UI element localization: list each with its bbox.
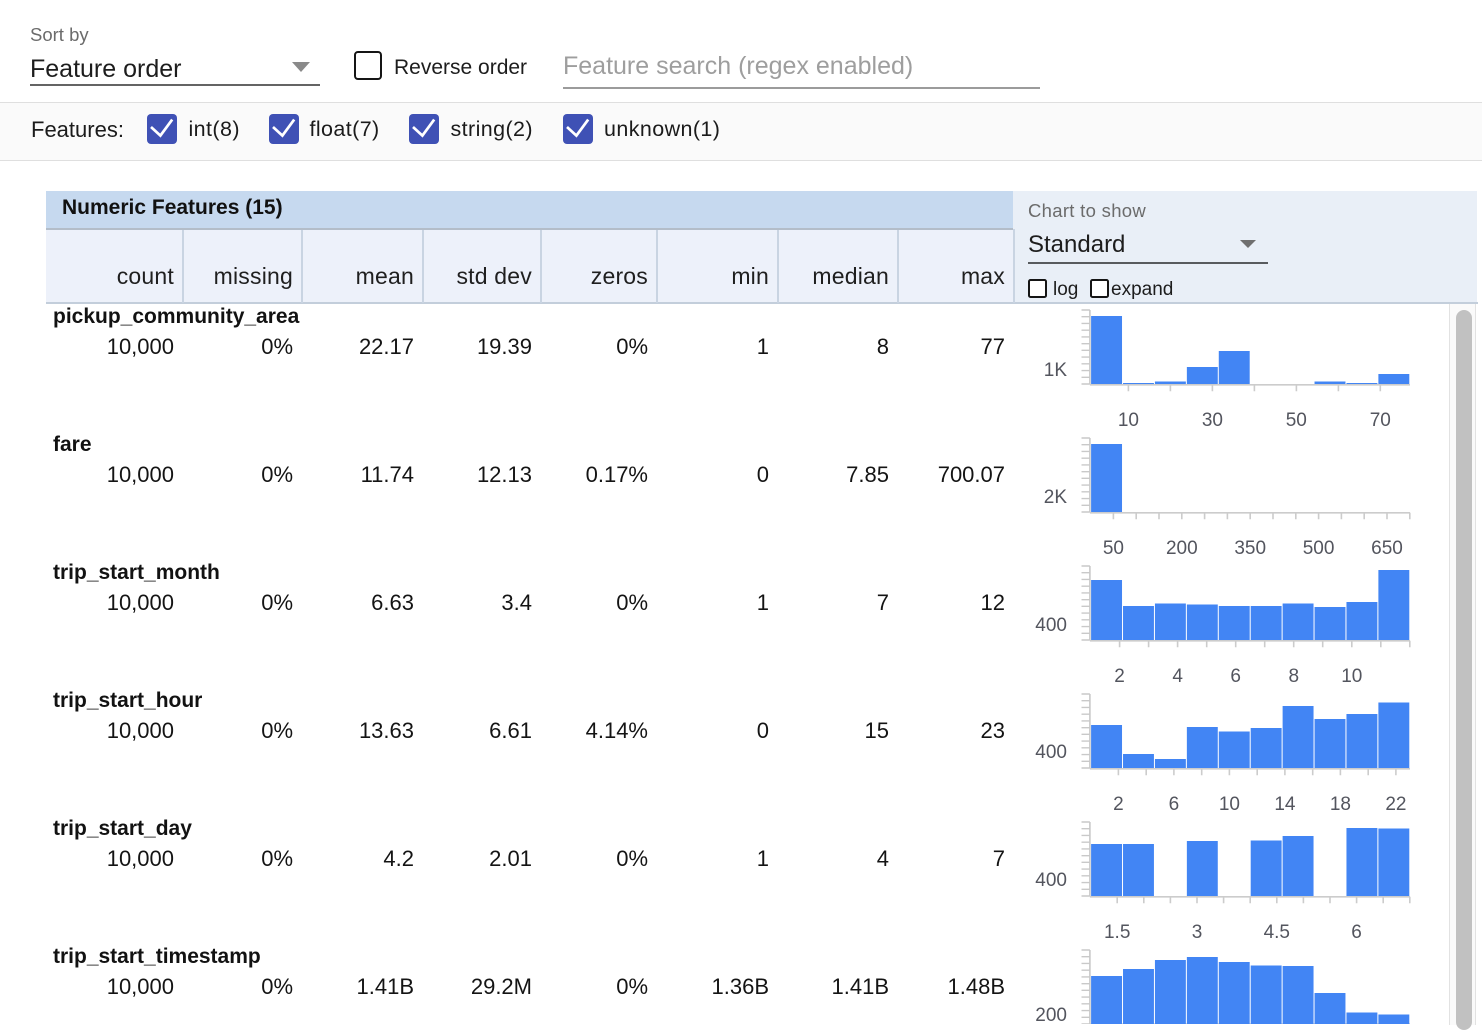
svg-text:18: 18 (1330, 794, 1351, 814)
svg-text:50: 50 (1103, 538, 1124, 558)
svg-text:6: 6 (1351, 922, 1362, 942)
svg-text:10: 10 (1219, 794, 1240, 814)
svg-text:400: 400 (1035, 615, 1067, 636)
svg-text:2: 2 (1114, 666, 1125, 686)
svg-text:4.5: 4.5 (1264, 922, 1290, 942)
svg-text:350: 350 (1234, 538, 1266, 558)
svg-text:400: 400 (1035, 742, 1067, 763)
svg-text:4: 4 (1172, 666, 1183, 686)
svg-text:30: 30 (1202, 410, 1223, 430)
svg-text:3: 3 (1192, 922, 1203, 942)
svg-text:50: 50 (1286, 410, 1307, 430)
svg-text:14: 14 (1274, 794, 1296, 814)
svg-text:500: 500 (1303, 538, 1335, 558)
svg-text:650: 650 (1371, 538, 1403, 558)
svg-text:6: 6 (1230, 666, 1241, 686)
svg-text:200: 200 (1166, 538, 1198, 558)
svg-text:10: 10 (1341, 666, 1362, 686)
svg-text:70: 70 (1370, 410, 1391, 430)
svg-text:200: 200 (1035, 1005, 1067, 1024)
svg-text:6: 6 (1169, 794, 1180, 814)
svg-text:2K: 2K (1044, 487, 1068, 508)
svg-text:22: 22 (1385, 794, 1406, 814)
svg-text:2: 2 (1113, 794, 1124, 814)
svg-text:10: 10 (1118, 410, 1139, 430)
svg-text:400: 400 (1035, 870, 1067, 891)
svg-text:1K: 1K (1044, 360, 1068, 381)
svg-text:1.5: 1.5 (1104, 922, 1130, 942)
svg-text:8: 8 (1289, 666, 1300, 686)
